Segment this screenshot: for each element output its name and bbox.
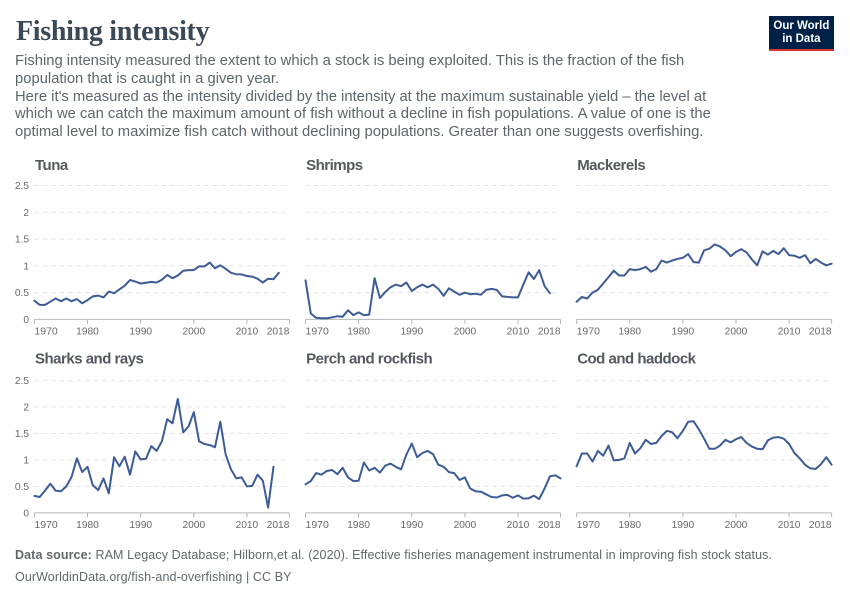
svg-text:2000: 2000	[725, 327, 748, 338]
svg-text:2000: 2000	[454, 520, 477, 531]
svg-text:0.5: 0.5	[15, 288, 29, 299]
svg-text:Shrimps: Shrimps	[306, 157, 363, 174]
svg-text:2018: 2018	[809, 520, 832, 531]
svg-text:Sharks and rays: Sharks and rays	[35, 350, 144, 367]
svg-text:1980: 1980	[618, 520, 641, 531]
svg-text:2010: 2010	[507, 520, 530, 531]
svg-text:1970: 1970	[306, 326, 330, 338]
svg-text:1: 1	[23, 261, 29, 272]
svg-text:2.5: 2.5	[15, 376, 29, 387]
svg-text:2000: 2000	[182, 520, 205, 531]
svg-text:1980: 1980	[76, 327, 99, 338]
svg-text:2018: 2018	[538, 327, 561, 338]
svg-text:2010: 2010	[778, 327, 801, 338]
svg-text:0.5: 0.5	[15, 482, 29, 493]
svg-text:1970: 1970	[577, 519, 601, 531]
svg-text:1990: 1990	[129, 327, 152, 338]
svg-text:1970: 1970	[306, 519, 330, 531]
svg-text:Tuna: Tuna	[35, 157, 69, 174]
svg-text:0: 0	[23, 508, 29, 519]
svg-text:1970: 1970	[34, 519, 58, 531]
svg-text:2018: 2018	[267, 327, 290, 338]
svg-text:1970: 1970	[577, 326, 601, 338]
svg-text:2010: 2010	[236, 327, 259, 338]
svg-text:2.5: 2.5	[15, 181, 29, 192]
svg-text:2010: 2010	[236, 520, 259, 531]
svg-text:2: 2	[23, 402, 29, 413]
svg-text:2000: 2000	[725, 520, 748, 531]
svg-text:2018: 2018	[267, 520, 290, 531]
svg-text:1990: 1990	[672, 327, 695, 338]
svg-text:2: 2	[23, 208, 29, 219]
svg-text:2010: 2010	[778, 520, 801, 531]
svg-text:1990: 1990	[400, 327, 423, 338]
svg-text:1980: 1980	[347, 327, 370, 338]
svg-text:2018: 2018	[809, 327, 832, 338]
svg-text:2000: 2000	[182, 327, 205, 338]
svg-text:1.5: 1.5	[15, 235, 29, 246]
svg-text:2018: 2018	[538, 520, 561, 531]
svg-text:Perch and rockfish: Perch and rockfish	[306, 350, 432, 367]
svg-text:Cod and haddock: Cod and haddock	[577, 350, 696, 367]
svg-text:1970: 1970	[34, 326, 58, 338]
svg-text:1980: 1980	[76, 520, 99, 531]
svg-text:2010: 2010	[507, 327, 530, 338]
svg-text:1990: 1990	[672, 520, 695, 531]
svg-text:Mackerels: Mackerels	[577, 157, 645, 174]
svg-text:2000: 2000	[454, 327, 477, 338]
svg-text:1: 1	[23, 455, 29, 466]
svg-text:1980: 1980	[347, 520, 370, 531]
svg-text:1980: 1980	[618, 327, 641, 338]
svg-text:1990: 1990	[400, 520, 423, 531]
svg-text:1990: 1990	[129, 520, 152, 531]
svg-text:0: 0	[23, 315, 29, 326]
svg-text:1.5: 1.5	[15, 429, 29, 440]
